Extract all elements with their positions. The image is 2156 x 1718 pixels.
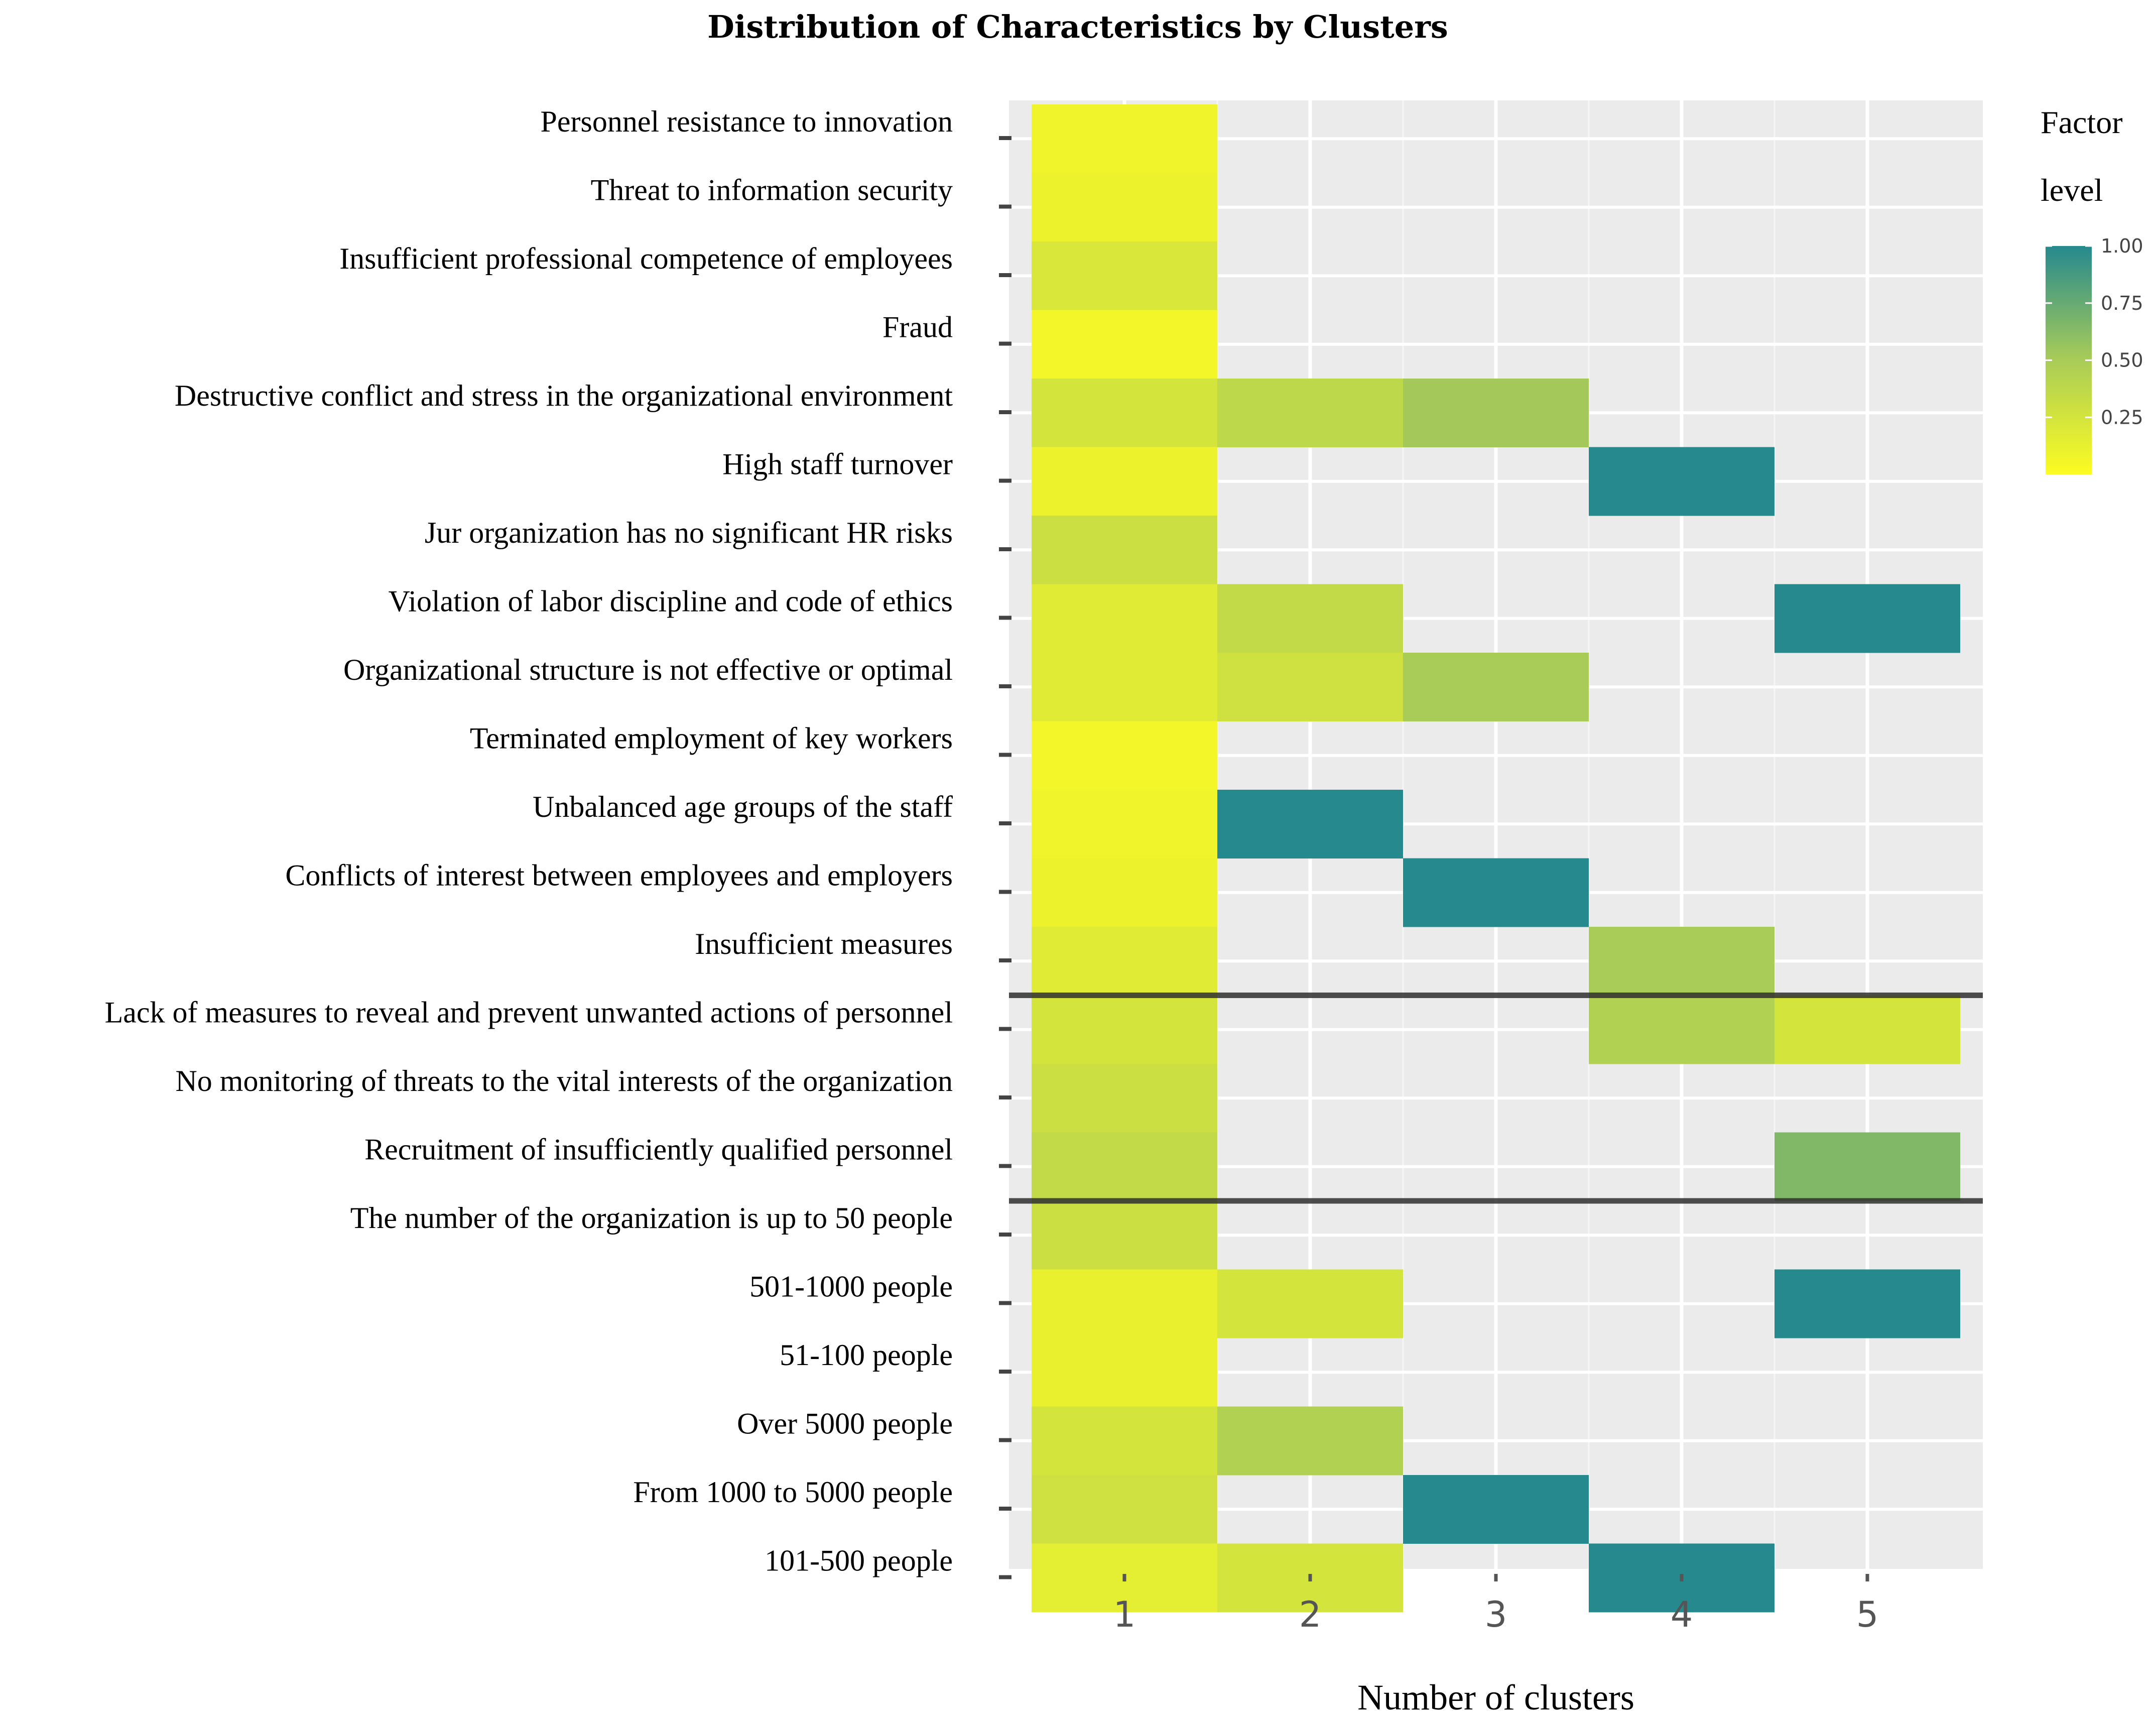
heatmap-cell [1217,379,1403,447]
y-tick-label: Insufficient measures [695,927,953,960]
y-tick-label: Jur organization has no significant HR r… [425,516,953,549]
heatmap-cell [1032,1269,1217,1338]
y-tick-label: Organizational structure is not effectiv… [343,653,953,686]
y-tick-label: Recruitment of insufficiently qualified … [364,1133,953,1166]
y-tick-label: Threat to information security [591,174,953,207]
heatmap-cell [1774,584,1960,653]
y-tick-label: Violation of labor discipline and code o… [389,585,953,618]
heatmap-cell [1032,858,1217,927]
y-tick-label: Unbalanced age groups of the staff [533,790,953,823]
x-tick-label: 2 [1299,1594,1322,1635]
x-tick-label: 3 [1485,1594,1507,1635]
y-tick-label: High staff turnover [722,448,953,481]
heatmap-cell [1217,1406,1403,1476]
y-tick-label: The number of the organization is up to … [350,1201,953,1235]
y-tick-label: No monitoring of threats to the vital in… [175,1064,953,1097]
heatmap-cell [1403,653,1589,721]
row-separators [1009,993,1983,1204]
heatmap-cell [1032,1475,1217,1544]
heatmap-cell [1032,1201,1217,1270]
heatmap-cell [1217,584,1403,653]
heatmap-cell [1589,995,1774,1064]
legend-title-line1: Factor [2041,104,2123,140]
heatmap-cell [1032,1064,1217,1133]
x-axis-labels: 1 2 3 4 5 [1113,1574,1879,1635]
heatmap-cell [1032,995,1217,1064]
legend-tick-label: 0.25 [2101,406,2143,428]
y-tick-label: Insufficient professional competence of … [339,242,953,275]
y-tick-label: 101-500 people [765,1544,953,1577]
x-axis-title: Number of clusters [1357,1677,1634,1717]
gridlines [1009,100,1983,1579]
heatmap-cell [1032,1338,1217,1407]
heatmap-cell [1032,653,1217,721]
heatmap-cell [1032,310,1217,379]
heatmap-cell [1032,1132,1217,1201]
heatmap-cell [1217,1269,1403,1338]
heatmap-cell [1032,721,1217,790]
heatmap-cell [1032,1406,1217,1476]
y-tick-label: Terminated employment of key workers [470,722,953,755]
y-tick-label: Lack of measures to reveal and prevent u… [105,996,953,1029]
y-tick-label: Over 5000 people [737,1407,953,1440]
heatmap-cell [1774,995,1960,1064]
heatmap-cell [1032,927,1217,996]
heatmap-cell [1032,241,1217,310]
heatmap-cell [1589,447,1774,516]
heatmap-cell [1032,790,1217,858]
heatmap-cell [1032,104,1217,173]
heatmap-cell [1032,584,1217,653]
heatmap-cell [1774,1132,1960,1201]
heatmap-cell [1774,1269,1960,1338]
y-tick-label: Fraud [882,311,953,344]
heatmap-cell [1217,653,1403,721]
y-axis-labels: Personnel resistance to innovation Threat… [105,105,953,1577]
x-tick-label: 5 [1856,1594,1879,1635]
chart-title: Distribution of Characteristics by Clust… [707,9,1448,45]
legend-tick-label: 0.75 [2101,292,2143,314]
legend-title-line2: level [2041,172,2103,208]
heatmap-cell [1403,858,1589,927]
heatmap-cell [1032,379,1217,447]
color-legend: Factor level 1.00 0.75 0.50 0.25 [2041,104,2143,474]
heatmap-cell [1032,173,1217,242]
x-tick-label: 1 [1113,1594,1136,1635]
y-tick-label: 51-100 people [780,1338,953,1372]
legend-tick-label: 1.00 [2101,235,2143,257]
heatmap-cell [1032,447,1217,516]
y-tick-label: Personnel resistance to innovation [541,105,953,138]
heatmap-cells [1032,104,1960,1613]
y-axis-ticks [999,136,1011,1579]
heatmap-cell [1589,927,1774,996]
y-tick-label: From 1000 to 5000 people [633,1476,953,1509]
y-tick-label: 501-1000 people [749,1270,953,1303]
heatmap-cell [1032,516,1217,584]
heatmap-cell [1403,379,1589,447]
y-tick-label: Destructive conflict and stress in the o… [175,379,953,412]
legend-tick-label: 0.50 [2101,349,2143,372]
y-tick-label: Conflicts of interest between employees … [285,859,953,892]
heatmap-cell [1403,1475,1589,1544]
x-tick-label: 4 [1671,1594,1693,1635]
heatmap-cell [1217,790,1403,858]
legend-colorbar [2046,246,2092,474]
